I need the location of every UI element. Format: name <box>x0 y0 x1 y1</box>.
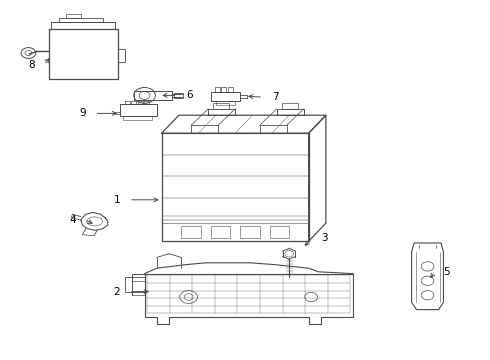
Bar <box>208 109 235 115</box>
Text: 5: 5 <box>443 267 450 277</box>
Bar <box>216 101 235 105</box>
Bar <box>120 104 157 116</box>
Bar <box>162 133 309 241</box>
Bar <box>144 101 149 104</box>
Bar <box>138 101 143 104</box>
Bar <box>270 226 289 238</box>
Bar <box>240 226 260 238</box>
Bar <box>49 29 118 79</box>
Text: 1: 1 <box>113 195 120 205</box>
Bar <box>211 226 230 238</box>
Bar <box>51 22 115 29</box>
Bar <box>277 109 304 115</box>
Bar <box>215 87 220 92</box>
Bar <box>181 226 201 238</box>
Text: 3: 3 <box>321 233 328 243</box>
Bar <box>134 91 172 100</box>
Bar <box>282 103 298 109</box>
Text: 7: 7 <box>272 92 279 102</box>
Bar <box>260 125 287 133</box>
Bar <box>125 101 130 104</box>
Bar <box>221 87 226 92</box>
Bar <box>211 92 240 101</box>
Bar <box>228 87 233 92</box>
Bar <box>125 277 145 292</box>
Bar <box>66 14 81 18</box>
Text: 6: 6 <box>186 90 193 100</box>
Text: 2: 2 <box>113 287 120 297</box>
Text: 9: 9 <box>79 108 86 118</box>
Bar <box>122 116 152 120</box>
Bar <box>59 18 103 22</box>
Text: 8: 8 <box>28 60 35 70</box>
Text: 4: 4 <box>69 215 76 225</box>
Bar <box>118 49 125 62</box>
Bar <box>191 125 218 133</box>
Bar <box>174 93 183 98</box>
Bar <box>131 101 136 104</box>
Bar <box>213 103 229 109</box>
